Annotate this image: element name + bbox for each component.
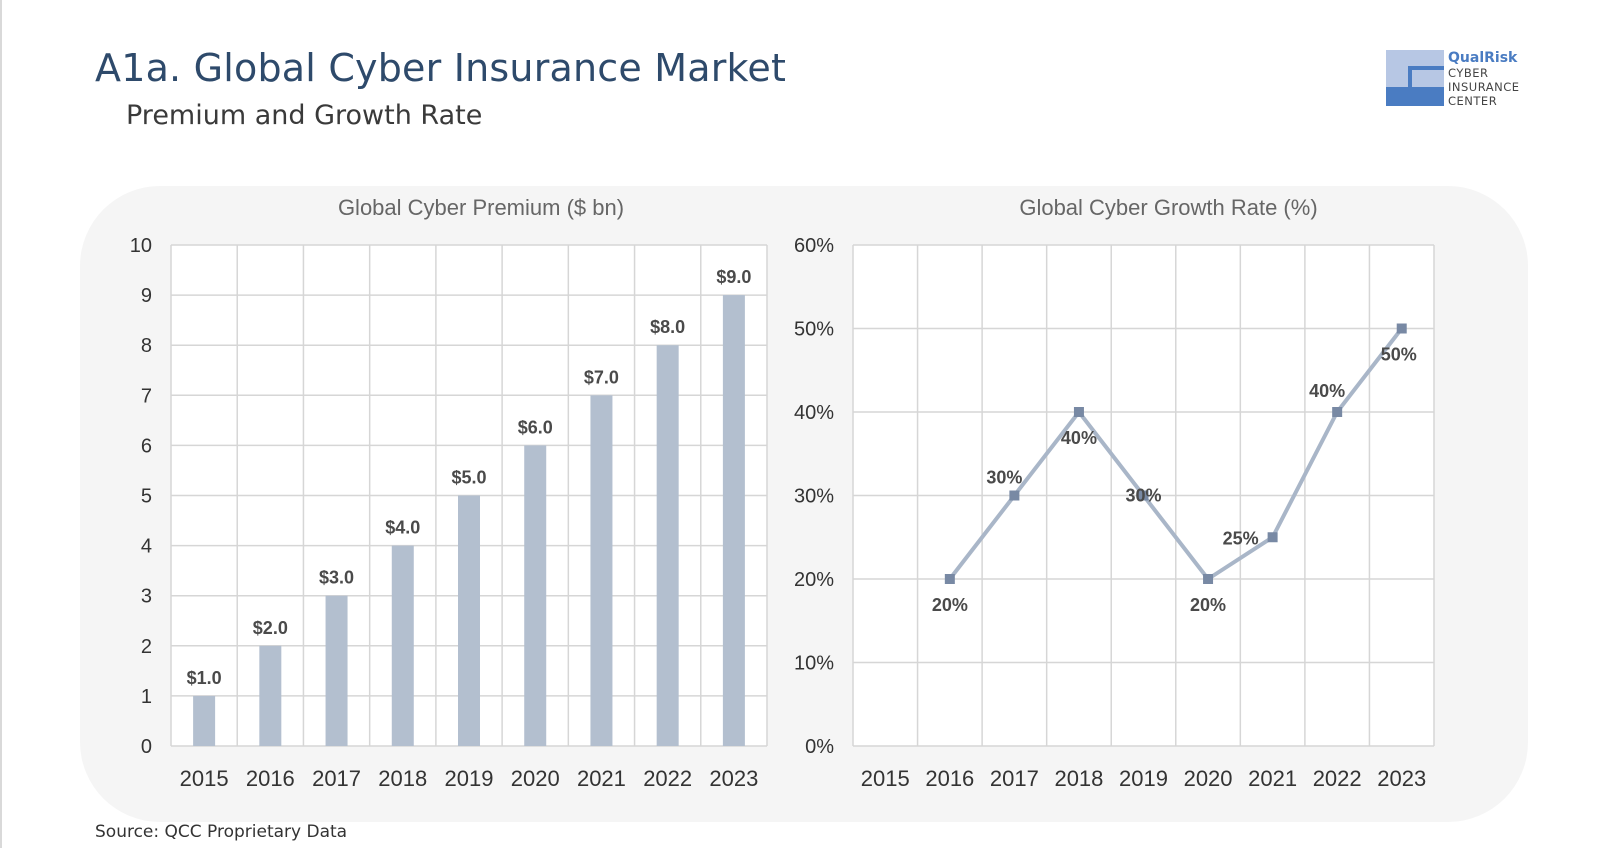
growth-series-line — [948, 327, 1404, 581]
bar-data-label: $6.0 — [518, 417, 553, 437]
line-ytick-label: 50% — [794, 319, 834, 341]
growth-point-2017 — [1009, 490, 1020, 501]
growth-data-label: 30% — [986, 468, 1022, 488]
qualrisk-logo: QualRisk CYBER INSURANCE CENTER — [1386, 50, 1546, 112]
bar-data-label: $4.0 — [385, 518, 420, 538]
growth-point-2018 — [1073, 407, 1084, 417]
bar-data-label: $8.0 — [650, 317, 685, 337]
logo-brand: QualRisk — [1448, 50, 1518, 66]
bar-2019 — [458, 495, 480, 746]
line-xtick-label: 2022 — [1313, 766, 1362, 791]
bar-data-label: $1.0 — [187, 668, 222, 688]
bar-ytick-label: 5 — [141, 486, 152, 508]
line-xtick-label: 2018 — [1054, 766, 1103, 791]
bar-2020 — [524, 445, 547, 746]
line-xtick-label: 2021 — [1248, 766, 1297, 791]
line-ytick-label: 20% — [794, 569, 834, 591]
growth-point-2023 — [1396, 323, 1407, 334]
bar-2017 — [325, 595, 348, 746]
left-edge-rule — [0, 0, 2, 848]
bar-xtick-label: 2021 — [577, 766, 626, 791]
line-ytick-label: 40% — [794, 402, 834, 424]
line-xtick-label: 2019 — [1119, 766, 1168, 791]
bar-data-label: $9.0 — [716, 267, 751, 287]
bar-ytick-label: 4 — [141, 536, 152, 558]
bar-2022 — [656, 345, 679, 746]
line-ytick-label: 30% — [794, 486, 834, 508]
growth-point-2020 — [1203, 574, 1214, 584]
logo-line-2: INSURANCE — [1448, 80, 1520, 94]
growth-data-label: 20% — [1190, 595, 1226, 615]
growth-data-label: 40% — [1061, 428, 1097, 448]
bar-xtick-label: 2016 — [246, 766, 295, 791]
growth-point-2016 — [944, 574, 955, 584]
bar-ytick-label: 1 — [141, 686, 152, 708]
bar-data-label: $7.0 — [584, 367, 619, 387]
bar-data-label: $2.0 — [253, 618, 288, 638]
bar-data-label: $3.0 — [319, 568, 354, 588]
bar-xtick-label: 2017 — [312, 766, 361, 791]
line-ytick-label: 60% — [794, 235, 834, 257]
page-title: A1a. Global Cyber Insurance Market — [95, 46, 787, 90]
line-chart-title: Global Cyber Growth Rate (%) — [1019, 195, 1317, 220]
growth-line-chart: 0% 10% 20% 30% 40% 50% 60% 2015 2016 2017 2018 2019… — [794, 195, 1435, 791]
bar-2023 — [722, 295, 745, 746]
bar-ytick-label: 2 — [141, 636, 152, 658]
bar-2021 — [590, 395, 613, 746]
growth-point-2022 — [1332, 407, 1343, 417]
logo-line-3: CENTER — [1448, 94, 1498, 108]
bar-ytick-label: 9 — [141, 285, 152, 307]
bar-ytick-label: 7 — [141, 385, 152, 407]
growth-point-2019 — [1138, 490, 1149, 501]
line-xtick-label: 2017 — [990, 766, 1039, 791]
bar-ytick-label: 3 — [141, 586, 152, 608]
bar-2018 — [391, 545, 414, 746]
bar-ytick-label: 10 — [130, 235, 152, 257]
line-xtick-label: 2020 — [1184, 766, 1233, 791]
line-ytick-label: 10% — [794, 653, 834, 675]
growth-data-label: 40% — [1309, 381, 1345, 401]
bar-2015 — [193, 695, 216, 746]
bar-chart-title: Global Cyber Premium ($ bn) — [338, 195, 624, 220]
page-subtitle: Premium and Growth Rate — [126, 100, 483, 131]
growth-data-label: 30% — [1125, 486, 1161, 506]
bar-xtick-label: 2015 — [180, 766, 229, 791]
bar-xtick-label: 2022 — [643, 766, 692, 791]
growth-point-2021 — [1267, 532, 1278, 543]
bar-xtick-label: 2019 — [445, 766, 494, 791]
line-xtick-label: 2015 — [861, 766, 910, 791]
source-note: Source: QCC Proprietary Data — [95, 822, 348, 842]
premium-bar-chart: 0 1 2 3 4 5 6 7 8 9 10 $1.0 2015 $2.0 2016 $3.0 2017 $4.0… — [130, 195, 768, 791]
bar-2016 — [259, 645, 282, 746]
bar-xtick-label: 2020 — [511, 766, 560, 791]
growth-data-label: 20% — [932, 595, 968, 615]
bar-xtick-label: 2023 — [709, 766, 758, 791]
bar-xtick-label: 2018 — [378, 766, 427, 791]
line-xtick-label: 2023 — [1377, 766, 1426, 791]
line-ytick-label: 0% — [805, 736, 834, 758]
logo-mark-icon — [1386, 50, 1444, 106]
logo-line-1: CYBER — [1448, 66, 1489, 80]
bar-data-label: $5.0 — [451, 468, 486, 488]
bar-ytick-label: 6 — [141, 435, 152, 457]
bar-ytick-label: 0 — [141, 736, 152, 758]
growth-data-label: 25% — [1223, 528, 1259, 548]
growth-data-label: 50% — [1381, 345, 1417, 365]
line-xtick-label: 2016 — [925, 766, 974, 791]
bar-ytick-label: 8 — [141, 335, 152, 357]
